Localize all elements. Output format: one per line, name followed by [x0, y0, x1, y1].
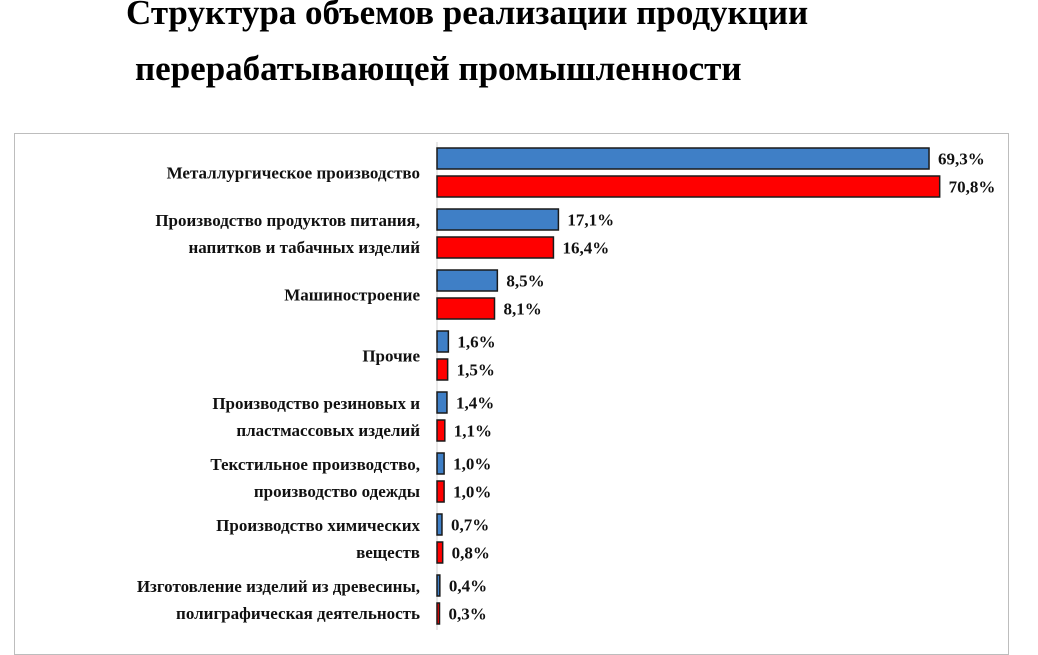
data-label: 0,7%	[451, 516, 489, 535]
category-label: Производство химических	[216, 516, 420, 535]
title-line-2: перерабатывающей промышленности	[135, 49, 742, 88]
category-label: пластмассовых изделий	[236, 421, 420, 440]
data-label: 0,8%	[452, 544, 490, 563]
category-label: Металлургическое производство	[167, 164, 420, 183]
category-label: производство одежды	[254, 482, 420, 501]
category-label: Машиностроение	[284, 286, 420, 305]
data-label: 1,6%	[457, 333, 495, 352]
title-line-1: Структура объемов реализации продукции	[126, 0, 809, 32]
bar-red	[436, 175, 941, 198]
data-label: 1,1%	[454, 422, 492, 441]
bar-red	[436, 419, 446, 442]
data-label: 8,5%	[506, 272, 544, 291]
category-label: полиграфическая деятельность	[176, 604, 420, 623]
data-label: 0,3%	[449, 605, 487, 624]
category-label: Производство продуктов питания,	[155, 211, 420, 230]
bar-blue	[436, 574, 441, 597]
category-label: Производство резиновых и	[212, 394, 420, 413]
category-label: напитков и табачных изделий	[188, 238, 420, 257]
category-label: веществ	[356, 543, 420, 562]
category-label: Прочие	[362, 347, 420, 366]
data-label: 1,5%	[457, 361, 495, 380]
category-label: Изготовление изделий из древесины,	[137, 577, 420, 596]
bar-blue	[436, 269, 499, 292]
data-label: 16,4%	[562, 239, 609, 258]
bar-chart: Металлургическое производство 69,3% 70,8% П…	[137, 142, 996, 630]
data-label: 8,1%	[504, 300, 542, 319]
bar-blue	[436, 452, 445, 475]
bar-blue	[436, 208, 560, 231]
bar-red	[436, 236, 555, 259]
category-label: Текстильное производство,	[210, 455, 420, 474]
data-label: 17,1%	[567, 211, 614, 230]
data-label: 1,0%	[453, 455, 491, 474]
bar-red	[436, 602, 441, 625]
data-label: 1,4%	[456, 394, 494, 413]
bar-red	[436, 541, 444, 564]
bar-blue	[436, 330, 450, 353]
bar-blue	[436, 513, 443, 536]
data-label: 70,8%	[949, 178, 996, 197]
data-label: 69,3%	[938, 150, 985, 169]
bar-blue	[436, 147, 930, 170]
bar-red	[436, 297, 496, 320]
data-label: 0,4%	[449, 577, 487, 596]
data-label: 1,0%	[453, 483, 491, 502]
bar-red	[436, 480, 445, 503]
bar-red	[436, 358, 449, 381]
bar-blue	[436, 391, 448, 414]
